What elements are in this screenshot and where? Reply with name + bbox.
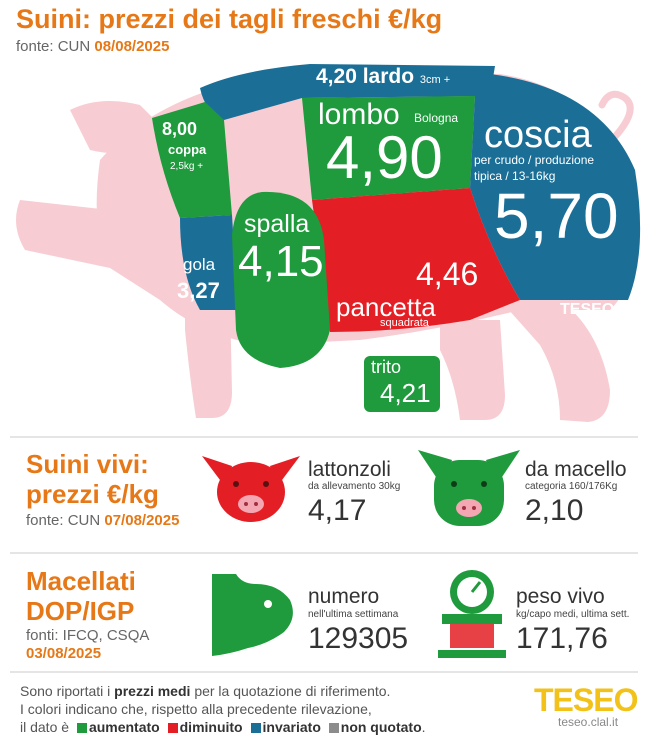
cut-lombo — [302, 96, 475, 200]
cut-coppa — [152, 102, 232, 218]
cut-coppa-name: coppa — [168, 142, 207, 157]
pig-snout — [16, 200, 118, 268]
slaughtered-title-2: DOP/IGP — [26, 596, 135, 626]
slaughtered-date: 03/08/2025 — [26, 645, 102, 662]
live-pigs-title-1: Suini vivi: — [26, 449, 149, 479]
cut-trito-value: 4,21 — [380, 378, 431, 408]
ham-icon — [212, 574, 293, 656]
cut-lardo — [200, 64, 495, 120]
lattonzoli-detail: da allevamento 30kg — [308, 481, 401, 492]
legend-none: non quotato — [340, 719, 422, 735]
lattonzoli-name: lattonzoli — [308, 458, 391, 481]
cut-spalla-value: 4,15 — [238, 237, 324, 286]
cut-pancetta-detail: squadrata — [380, 317, 429, 329]
cut-lombo-detail: Bologna — [414, 111, 459, 125]
numero-detail: nell'ultima settimana — [308, 609, 399, 620]
peso-name: peso vivo — [516, 585, 605, 608]
cut-pancetta-value: 4,46 — [416, 256, 479, 292]
section-divider — [10, 436, 638, 438]
teseo-url[interactable]: teseo.clal.it — [558, 715, 619, 729]
section-divider-3 — [10, 671, 638, 673]
page-source-date: 08/08/2025 — [94, 38, 170, 55]
cut-lombo-name: lombo — [318, 98, 400, 131]
legend-up-swatch — [76, 723, 87, 733]
cut-coscia — [470, 74, 641, 300]
numero-name: numero — [308, 585, 380, 608]
cut-gola-name: gola — [183, 255, 216, 274]
cut-pancetta-name: pancetta — [336, 292, 436, 322]
legend-same: invariato — [262, 719, 321, 735]
lattonzoli-value: 4,17 — [308, 494, 367, 527]
watermark-logo: TESEO — [560, 301, 615, 318]
legend-down: diminuito — [179, 719, 243, 735]
section-divider-2 — [10, 552, 638, 554]
live-pigs-title-2: prezzi €/kg — [26, 479, 159, 509]
page-source: fonte: CUN 08/08/2025 — [16, 38, 170, 55]
back-leg — [500, 300, 610, 422]
slaughtered-title-1: Macellati — [26, 566, 136, 596]
macello-detail: categoria 160/176Kg — [525, 481, 618, 492]
legend-same-swatch — [250, 723, 261, 733]
cut-coscia-name: coscia — [484, 114, 592, 156]
scale-icon — [438, 570, 506, 658]
live-pigs-source: fonte: CUN 07/08/2025 — [26, 512, 180, 529]
macello-value: 2,10 — [525, 494, 584, 527]
teseo-logo: TESEO — [534, 682, 638, 718]
legend-up: aumentato — [88, 719, 160, 735]
pig-diagram — [16, 64, 641, 422]
piglet-head-icon — [202, 456, 300, 522]
peso-detail: kg/capo medi, ultima sett. — [516, 609, 630, 620]
cut-trito — [364, 356, 440, 412]
cut-coscia-value: 5,70 — [494, 180, 619, 252]
cut-gola — [180, 215, 238, 310]
footer-note: Sono riportati i prezzi medi per la quot… — [20, 683, 426, 735]
cut-coppa-detail: 2,5kg + — [170, 161, 204, 172]
cut-gola-value: 3,27 — [177, 278, 220, 303]
peso-value: 171,76 — [516, 622, 608, 655]
cut-trito-name: trito — [371, 357, 402, 377]
cut-lardo-value: 4,20 lardo 3cm + — [316, 65, 451, 88]
page-title: Suini: prezzi dei tagli freschi €/kg — [16, 4, 443, 34]
cut-coppa-value: 8,00 — [162, 119, 198, 139]
cut-spalla-name: spalla — [244, 210, 310, 238]
legend-none-swatch — [328, 723, 339, 733]
pig-head-icon — [418, 450, 520, 526]
pig-tail — [598, 90, 634, 144]
macello-name: da macello — [525, 458, 627, 481]
cut-spalla — [232, 191, 330, 368]
cut-lombo-value: 4,90 — [326, 124, 443, 191]
numero-value: 129305 — [308, 622, 409, 655]
cut-coscia-detail-2: tipica / 13-16kg — [474, 169, 556, 183]
slaughtered-source: fonti: IFCQ, CSQA — [26, 627, 150, 644]
cut-pancetta — [312, 188, 520, 332]
back-leg-2 — [440, 320, 505, 420]
legend-down-swatch — [167, 723, 178, 733]
cut-coscia-detail-1: per crudo / produzione — [474, 153, 595, 167]
